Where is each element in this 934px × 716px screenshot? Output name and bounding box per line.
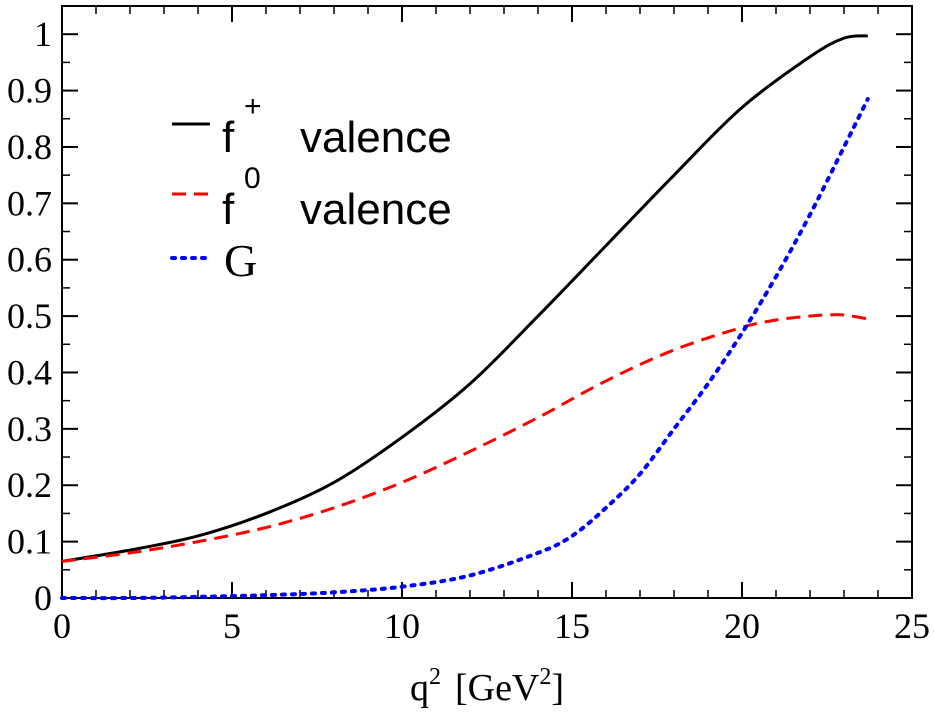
y-tick-label: 0.7: [7, 183, 52, 223]
x-axis-label-unit-close: ]: [551, 667, 564, 709]
x-tick-label: 0: [53, 606, 71, 646]
series-line-G: [60, 97, 870, 601]
legend-label-f-plus-base: f: [222, 113, 235, 162]
legend-label-f-zero-text: valence: [300, 185, 452, 234]
x-tick-label: 5: [223, 606, 241, 646]
y-tick-label: 0.3: [7, 409, 52, 449]
x-axis-label: q2 [GeV2]: [410, 664, 564, 709]
x-tick-label: 25: [894, 606, 930, 646]
x-axis-ticks: 0 5 10 15 20 25: [53, 6, 930, 646]
legend-label-f-zero-base: f: [222, 185, 235, 234]
y-tick-label: 0.5: [7, 296, 52, 336]
y-tick-label: 0.4: [7, 352, 52, 392]
y-axis-ticks: 0 0.1 0.2 0.3 0.4 0.5 0.6 0.7 0.8 0.9 1: [7, 14, 912, 618]
x-tick-label: 20: [724, 606, 760, 646]
plot-frame: [61, 5, 913, 599]
y-tick-label: 1: [34, 14, 52, 54]
y-tick-label: 0: [34, 578, 52, 618]
x-axis-label-exp: 2: [429, 664, 441, 690]
legend-label-G: G: [224, 235, 257, 286]
series-line-f-plus-valence: [61, 34, 868, 563]
x-axis-label-unit-exp: 2: [539, 664, 551, 690]
x-tick-label: 10: [384, 606, 420, 646]
legend-label-f-plus-sup: +: [244, 90, 262, 123]
x-tick-label: 15: [554, 606, 590, 646]
legend: f + valence f 0 valence G: [170, 90, 452, 286]
y-tick-label: 0.8: [7, 127, 52, 167]
y-tick-label: 0.1: [7, 522, 52, 562]
series-line-f-zero-valence: [61, 313, 869, 563]
series-group: [60, 34, 870, 601]
x-axis-label-unit-open: [GeV: [455, 667, 540, 709]
legend-label-f-zero-sup: 0: [244, 162, 261, 195]
y-tick-label: 0.2: [7, 465, 52, 505]
y-tick-label: 0.6: [7, 240, 52, 280]
x-axis-label-base: q: [410, 667, 429, 709]
legend-label-f-plus-text: valence: [300, 113, 452, 162]
y-tick-label: 0.9: [7, 71, 52, 111]
